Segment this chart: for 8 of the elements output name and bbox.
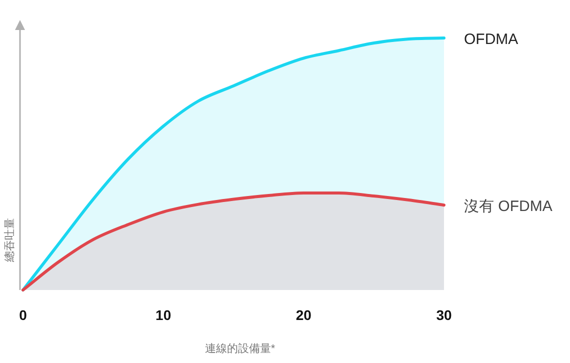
x-tick-label: 10: [156, 307, 172, 323]
series-label: 沒有 OFDMA: [464, 198, 552, 216]
series-label: OFDMA: [464, 31, 518, 48]
x-tick-label: 20: [296, 307, 312, 323]
x-tick-label: 30: [436, 307, 452, 323]
x-axis-title: 連線的設備量*: [204, 342, 276, 355]
y-axis-title: 總吞吐量: [3, 218, 16, 263]
x-tick-label: 0: [19, 307, 28, 323]
